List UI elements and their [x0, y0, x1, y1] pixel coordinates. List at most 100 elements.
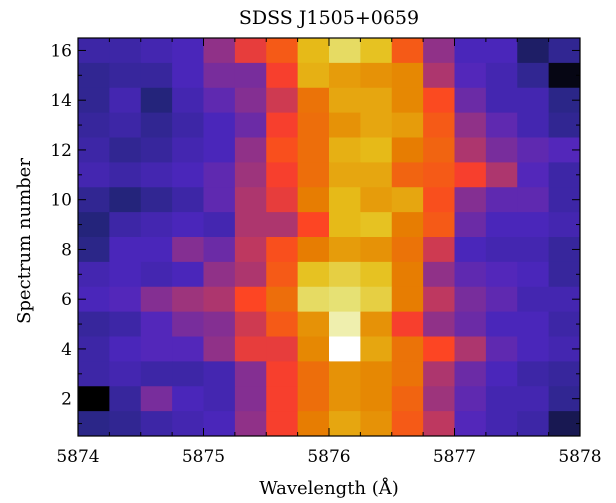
heatmap-cell — [360, 38, 393, 64]
heatmap-cell — [234, 386, 267, 412]
heatmap-cell — [329, 112, 361, 139]
heatmap-cell — [329, 286, 361, 313]
heatmap-cell — [548, 311, 581, 338]
heatmap-cell — [360, 112, 393, 139]
heatmap-cell — [454, 38, 487, 64]
x-tick-label: 5874 — [56, 447, 99, 467]
heatmap-cell — [517, 112, 550, 139]
heatmap-cell — [423, 87, 456, 114]
heatmap-cell — [548, 411, 581, 437]
heatmap-cell — [517, 237, 550, 263]
heatmap-cell — [329, 62, 361, 89]
heatmap-cell — [234, 237, 267, 263]
heatmap-cell — [454, 411, 487, 437]
heatmap-cell — [517, 212, 550, 238]
heatmap-cell — [266, 87, 299, 114]
heatmap-cell — [203, 286, 236, 313]
heatmap-cell — [454, 137, 487, 163]
heatmap-cell — [329, 137, 361, 163]
heatmap-cell — [203, 87, 236, 114]
heatmap-cell — [266, 162, 299, 188]
heatmap-cell — [234, 87, 267, 114]
heatmap-cell — [423, 237, 456, 263]
y-tick-label: 12 — [50, 141, 72, 161]
heatmap-cell — [234, 286, 267, 313]
heatmap-cell — [454, 212, 487, 238]
heatmap-cell — [297, 261, 330, 288]
heatmap-cell — [203, 187, 236, 213]
heatmap-cell — [203, 237, 236, 263]
heatmap-cell — [360, 162, 393, 188]
heatmap-cell — [391, 386, 424, 412]
heatmap-cell — [517, 386, 550, 412]
heatmap-cell — [266, 361, 299, 387]
heatmap-cell — [297, 286, 330, 313]
heatmap-cell — [517, 87, 550, 114]
heatmap-cell — [360, 187, 393, 213]
heatmap-cell — [391, 137, 424, 163]
heatmap-cell — [391, 286, 424, 313]
heatmap-cell — [360, 411, 393, 437]
heatmap-cell — [391, 261, 424, 288]
x-tick-label: 5877 — [433, 447, 476, 467]
heatmap-cell — [454, 386, 487, 412]
heatmap-cell — [172, 237, 205, 263]
heatmap-cell — [329, 187, 361, 213]
heatmap-cell — [391, 187, 424, 213]
heatmap-cell — [391, 237, 424, 263]
heatmap-cell — [360, 336, 393, 362]
heatmap-cell — [140, 87, 173, 114]
heatmap-cell — [109, 87, 142, 114]
heatmap-cell — [454, 112, 487, 139]
heatmap-cell — [172, 38, 205, 64]
heatmap-cell — [517, 261, 550, 288]
heatmap-cell — [297, 336, 330, 362]
heatmap-cell — [360, 62, 393, 89]
heatmap-cell — [423, 38, 456, 64]
heatmap-cell — [485, 386, 518, 412]
heatmap-cell — [234, 411, 267, 437]
y-tick-label: 10 — [50, 191, 72, 211]
heatmap-cell — [454, 87, 487, 114]
heatmap-cell — [329, 261, 361, 288]
heatmap-cell — [203, 212, 236, 238]
heatmap-cell — [548, 62, 581, 89]
heatmap-cell — [203, 386, 236, 412]
heatmap-cell — [391, 336, 424, 362]
heatmap-cell — [109, 112, 142, 139]
heatmap-cell — [517, 311, 550, 338]
heatmap-cell — [297, 112, 330, 139]
heatmap-cell — [140, 286, 173, 313]
heatmap-cell — [391, 411, 424, 437]
heatmap-cell — [234, 187, 267, 213]
heatmap-cell — [391, 212, 424, 238]
heatmap-cell — [485, 261, 518, 288]
heatmap-cell — [109, 62, 142, 89]
y-tick-label: 4 — [61, 340, 72, 360]
heatmap-cell — [360, 212, 393, 238]
heatmap-cell — [203, 162, 236, 188]
heatmap-cell — [266, 38, 299, 64]
heatmap-cell — [423, 411, 456, 437]
heatmap-cell — [297, 237, 330, 263]
heatmap-cell — [391, 112, 424, 139]
heatmap-cell — [140, 386, 173, 412]
heatmap-cell — [203, 261, 236, 288]
heatmap-cell — [454, 311, 487, 338]
heatmap-cell — [423, 62, 456, 89]
heatmap-cell — [391, 361, 424, 387]
heatmap-cell — [172, 411, 205, 437]
heatmap-cell — [172, 187, 205, 213]
heatmap-cell — [517, 411, 550, 437]
heatmap-cell — [297, 386, 330, 412]
heatmap-cell — [517, 38, 550, 64]
heatmap-cell — [109, 38, 142, 64]
heatmap-cell — [172, 87, 205, 114]
heatmap-cell — [423, 162, 456, 188]
heatmap-cell — [297, 212, 330, 238]
heatmap-cell — [266, 261, 299, 288]
heatmap-cell — [485, 237, 518, 263]
heatmap-cell — [297, 411, 330, 437]
heatmap-cell — [140, 237, 173, 263]
heatmap-cell — [297, 62, 330, 89]
